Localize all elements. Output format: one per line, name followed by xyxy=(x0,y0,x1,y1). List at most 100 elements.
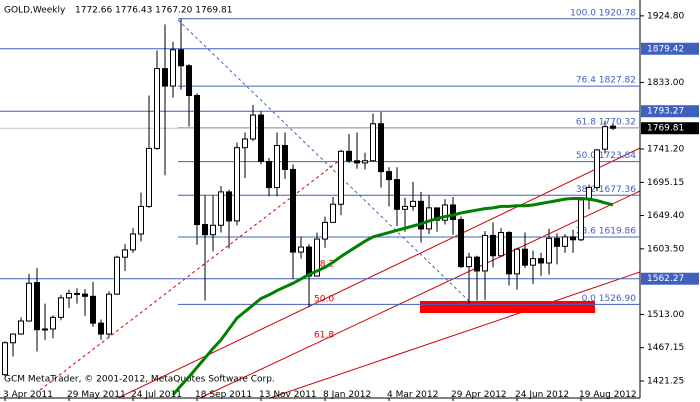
moving-average xyxy=(171,196,614,396)
candle-body xyxy=(138,205,144,235)
x-tick-label: 19 Aug 2012 xyxy=(579,390,637,400)
fib-label: 23.6 1619.86 xyxy=(576,226,636,236)
candle-body xyxy=(402,205,408,210)
candle-body xyxy=(34,282,40,331)
last-price-box xyxy=(641,122,699,135)
last-price-label: 1769.81 xyxy=(647,124,684,134)
candle-body xyxy=(266,160,272,189)
candle-body xyxy=(306,246,312,277)
candle-body xyxy=(570,236,576,241)
candle-body xyxy=(538,258,544,264)
price-line-label: 1879.42 xyxy=(647,44,684,54)
candle-body xyxy=(362,160,368,164)
candle-body xyxy=(58,297,64,318)
fib2-label: 61.8 xyxy=(314,330,334,340)
candle-body xyxy=(226,191,232,222)
candle-body xyxy=(514,248,520,275)
x-tick-label: 24 Jun 2012 xyxy=(515,390,569,400)
y-tick-label: 1603.50 xyxy=(647,244,684,254)
y-tick-label: 1833.00 xyxy=(647,78,684,88)
candle-body xyxy=(258,114,264,162)
candle-body xyxy=(498,232,504,257)
fib-base-line xyxy=(177,19,471,303)
fib-label: 0.0 1526.90 xyxy=(582,294,637,304)
candle-body xyxy=(250,114,256,140)
price-line-box xyxy=(641,42,699,55)
candle-body xyxy=(194,94,200,226)
candle-body xyxy=(154,68,160,149)
candle-body xyxy=(98,322,104,335)
candle-body xyxy=(346,150,352,162)
trend-line xyxy=(269,271,641,399)
candle-body xyxy=(530,258,536,266)
candle-body xyxy=(370,123,376,162)
x-tick-label: 8 Jan 2012 xyxy=(323,390,371,400)
candle-body xyxy=(554,237,560,247)
fib-label: 76.4 1827.82 xyxy=(576,76,636,86)
candle-body xyxy=(522,248,528,266)
y-tick-label: 1513.00 xyxy=(647,310,684,320)
support-zone xyxy=(420,301,595,313)
candle-body xyxy=(562,236,568,247)
candle-body xyxy=(602,126,608,150)
candle-body xyxy=(490,234,496,257)
y-tick-label: 1924.80 xyxy=(647,11,684,21)
y-tick-label: 1467.15 xyxy=(647,343,684,353)
candle-body xyxy=(282,145,288,170)
candle-body xyxy=(218,191,224,226)
trend-line xyxy=(199,190,641,399)
candle-body xyxy=(242,138,248,149)
candle-body xyxy=(114,256,120,295)
candle-body xyxy=(2,342,8,376)
candle-body xyxy=(234,147,240,222)
x-tick-label: 29 Apr 2012 xyxy=(451,390,507,400)
y-tick-label: 1421.25 xyxy=(647,376,684,386)
y-tick-label: 1649.40 xyxy=(647,211,684,221)
candle-body xyxy=(186,65,192,96)
fib-label: 100.0 1920.78 xyxy=(570,8,636,18)
candle-body xyxy=(506,232,512,275)
candle-body xyxy=(610,125,616,129)
candle-body xyxy=(290,168,296,253)
candle-body xyxy=(162,68,168,87)
candle-body xyxy=(74,292,80,295)
price-line-label: 1562.27 xyxy=(647,274,684,284)
candle-body xyxy=(210,224,216,236)
fib2-label: 38.2 xyxy=(314,259,334,269)
fib-label: 61.8 1770.32 xyxy=(576,117,636,127)
fib2-label: 50.0 xyxy=(314,295,334,305)
candle-body xyxy=(202,224,208,236)
candle-body xyxy=(338,150,344,205)
candle-body xyxy=(314,238,320,277)
candle-body xyxy=(18,320,24,335)
candle-body xyxy=(106,293,112,335)
candle-body xyxy=(426,207,432,230)
y-tick-label: 1741.20 xyxy=(647,144,684,154)
candle-body xyxy=(122,249,128,258)
candle-body xyxy=(394,179,400,210)
candle-body xyxy=(298,246,304,253)
x-tick-label: 13 Nov 2011 xyxy=(259,390,317,400)
candle-body xyxy=(170,49,176,87)
candle-body xyxy=(50,316,56,330)
price-line-box xyxy=(641,105,699,118)
candle-body xyxy=(578,199,584,241)
candle-body xyxy=(442,204,448,221)
x-tick-label: 3 Apr 2011 xyxy=(3,390,53,400)
x-tick-label: 29 May 2011 xyxy=(67,390,126,400)
fib-label: 38.2 1677.36 xyxy=(576,185,636,195)
x-tick-label: 24 Jul 2011 xyxy=(131,390,182,400)
candle-body xyxy=(42,328,48,331)
symbol-title: GOLD,Weekly xyxy=(4,6,66,16)
candle-body xyxy=(82,293,88,297)
candle-body xyxy=(26,282,32,322)
candle-body xyxy=(66,292,72,299)
candle-body xyxy=(466,256,472,268)
candle-body xyxy=(418,200,424,230)
candle-body xyxy=(10,333,16,344)
candle-body xyxy=(458,218,464,268)
candle-body xyxy=(378,123,384,173)
candle-body xyxy=(482,234,488,272)
candle-body xyxy=(130,233,136,251)
